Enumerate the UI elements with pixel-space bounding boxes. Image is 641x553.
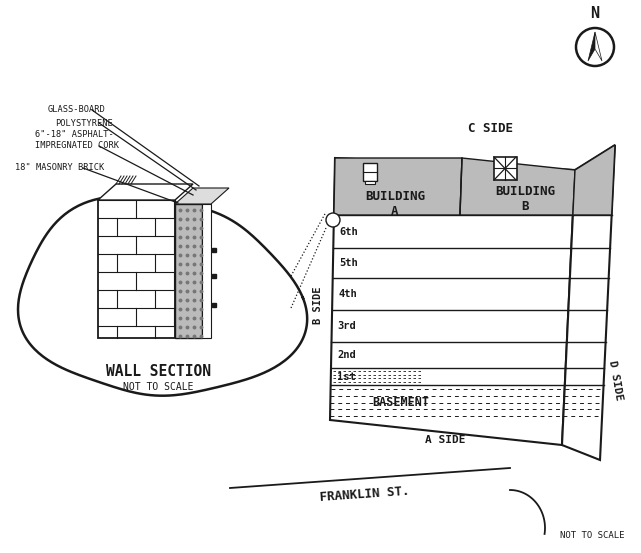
Text: 18" MASONRY BRICK: 18" MASONRY BRICK bbox=[15, 164, 104, 173]
Text: GLASS-BOARD: GLASS-BOARD bbox=[48, 106, 106, 114]
Polygon shape bbox=[460, 158, 575, 215]
Text: WALL SECTION: WALL SECTION bbox=[106, 364, 210, 379]
Text: 2nd: 2nd bbox=[337, 350, 356, 360]
Polygon shape bbox=[595, 32, 602, 61]
Text: A SIDE: A SIDE bbox=[425, 435, 465, 445]
Bar bbox=[175, 204, 202, 338]
Text: BUILDING
A: BUILDING A bbox=[365, 190, 425, 218]
Text: POLYSTYRENE: POLYSTYRENE bbox=[55, 118, 113, 128]
Text: 1st: 1st bbox=[337, 372, 356, 382]
Text: C SIDE: C SIDE bbox=[467, 122, 513, 134]
Text: 5th: 5th bbox=[339, 258, 358, 268]
Text: D SIDE: D SIDE bbox=[606, 359, 624, 401]
Polygon shape bbox=[98, 184, 193, 200]
Text: NOT TO SCALE: NOT TO SCALE bbox=[560, 530, 625, 540]
Polygon shape bbox=[330, 158, 575, 445]
Text: BUILDING
B: BUILDING B bbox=[495, 185, 555, 213]
Text: 4th: 4th bbox=[338, 289, 357, 299]
Text: 6"-18" ASPHALT-
IMPREGNATED CORK: 6"-18" ASPHALT- IMPREGNATED CORK bbox=[35, 130, 119, 150]
Text: B SIDE: B SIDE bbox=[313, 286, 323, 324]
Polygon shape bbox=[573, 145, 615, 215]
Circle shape bbox=[576, 28, 614, 66]
Circle shape bbox=[326, 213, 340, 227]
Bar bbox=[98, 200, 175, 338]
Bar bbox=[202, 204, 211, 338]
Text: 6th: 6th bbox=[340, 227, 358, 237]
Polygon shape bbox=[175, 188, 229, 204]
Bar bbox=[365, 181, 375, 184]
Polygon shape bbox=[588, 32, 595, 61]
Text: NOT TO SCALE: NOT TO SCALE bbox=[122, 382, 193, 392]
Polygon shape bbox=[334, 158, 462, 215]
Text: 3rd: 3rd bbox=[338, 321, 356, 331]
Polygon shape bbox=[562, 145, 615, 460]
Text: FRANKLIN ST.: FRANKLIN ST. bbox=[320, 484, 410, 504]
Bar bbox=[363, 163, 377, 181]
Bar bbox=[494, 157, 517, 180]
Text: N: N bbox=[590, 6, 599, 21]
Text: BASEMENT: BASEMENT bbox=[372, 395, 429, 409]
